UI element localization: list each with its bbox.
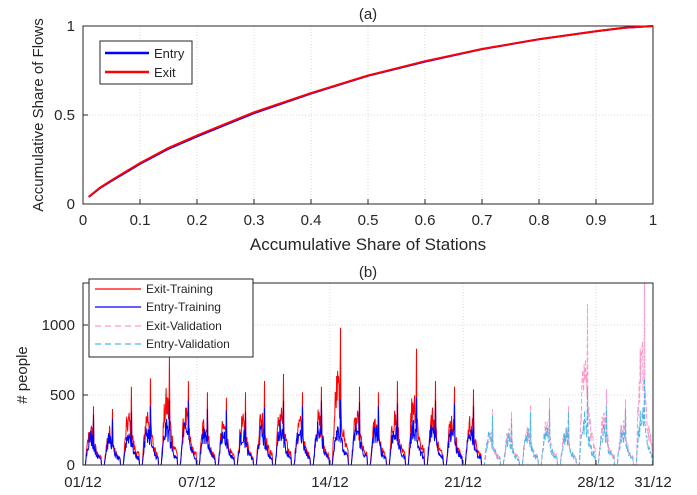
chart-b-ytick-label: 0 <box>67 457 75 474</box>
chart-b-series-exit-validation <box>482 282 653 466</box>
chart-a-xtick-label: 0.7 <box>472 212 493 229</box>
chart-b-xtick-label: 21/12 <box>444 474 482 491</box>
chart-a-xtick-label: 0.8 <box>529 212 550 229</box>
chart-b-legend: Exit-Training Entry-Training Exit-Valida… <box>88 278 254 358</box>
chart-a-series-exit <box>88 25 654 198</box>
chart-a-ylabel: Accumulative Share of Flows <box>30 18 47 211</box>
chart-b-plot-area <box>82 282 654 466</box>
chart-a-xtick-label: 0.5 <box>358 212 379 229</box>
chart-b-legend-label-exit-training: Exit-Training <box>146 282 213 296</box>
chart-a-title: (a) <box>359 6 377 23</box>
chart-b-xtick-label: 07/12 <box>178 474 216 491</box>
chart-a-xtick-label: 1 <box>649 212 657 229</box>
chart-b-series-entry-training <box>83 397 482 466</box>
chart-b-ticks: 01/12 07/12 14/12 21/12 28/12 31/12 0 500 1000 <box>42 317 672 491</box>
chart-a-xtick-label: 0.4 <box>301 212 322 229</box>
chart-a-legend: Entry Exit <box>99 40 193 85</box>
chart-a-xlabel: Accumulative Share of Stations <box>250 235 486 254</box>
chart-b-xtick-label: 28/12 <box>577 474 615 491</box>
chart-b-ytick-label: 500 <box>50 387 75 404</box>
chart-b-legend-label-entry-training: Entry-Training <box>146 300 221 314</box>
chart-a-ytick-label: 0 <box>67 196 75 213</box>
chart-a-grid <box>83 26 653 204</box>
chart-a-xtick-label: 0.3 <box>244 212 265 229</box>
chart-a-ticks: 0 0.1 0.2 0.3 0.4 0.5 0.6 0.7 0.8 0.9 1 0 0.5 1 <box>54 18 657 229</box>
chart-a-xtick-label: 0.1 <box>130 212 151 229</box>
chart-b-xtick-label: 14/12 <box>311 474 349 491</box>
chart-b-ylabel: # people <box>14 346 31 404</box>
chart-b-title: (b) <box>359 264 377 281</box>
chart-b-legend-label-entry-validation: Entry-Validation <box>146 337 230 351</box>
chart-b-series-entry-validation <box>482 378 653 466</box>
chart-a-xtick-label: 0.2 <box>187 212 208 229</box>
chart-b: (b) 01/12 07/12 14/12 21/12 28/12 31/12 0 500 10… <box>14 264 672 491</box>
chart-b-lines <box>83 282 653 466</box>
chart-b-ytick-label: 1000 <box>42 317 75 334</box>
chart-a-xtick-label: 0 <box>79 212 87 229</box>
chart-a-legend-box <box>99 40 193 85</box>
chart-b-series-exit-training <box>83 327 482 466</box>
chart-a-ytick-label: 1 <box>67 18 75 35</box>
chart-a-legend-label-entry: Entry <box>154 46 185 61</box>
chart-a-lines <box>88 25 654 198</box>
chart-a-xtick-label: 0.6 <box>415 212 436 229</box>
chart-a-ytick-label: 0.5 <box>54 107 75 124</box>
chart-b-legend-label-exit-validation: Exit-Validation <box>146 319 222 333</box>
chart-a-xtick-label: 0.9 <box>586 212 607 229</box>
chart-a: (a) 0 0.1 0.2 0.3 0.4 0.5 0.6 0.7 0.8 0.9 1 0 0.5 1 A… <box>30 6 657 254</box>
chart-b-xtick-label: 31/12 <box>634 474 672 491</box>
chart-b-grid <box>83 283 653 465</box>
chart-b-xtick-label: 01/12 <box>64 474 102 491</box>
chart-a-legend-label-exit: Exit <box>154 65 176 80</box>
